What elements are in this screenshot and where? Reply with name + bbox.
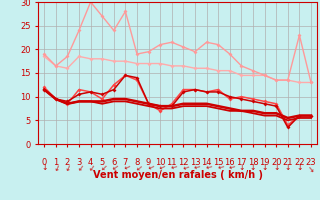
Text: ↓: ↓ [296, 163, 303, 172]
Text: ↓: ↓ [273, 163, 279, 172]
Text: ↓: ↓ [41, 163, 47, 172]
Text: ↓: ↓ [238, 163, 244, 172]
Text: ↓: ↓ [155, 163, 166, 173]
Text: ↓: ↓ [250, 163, 256, 172]
Text: ↓: ↓ [85, 163, 96, 174]
X-axis label: Vent moyen/en rafales ( km/h ): Vent moyen/en rafales ( km/h ) [92, 170, 263, 180]
Text: ↓: ↓ [167, 163, 177, 172]
Text: ↓: ↓ [178, 163, 189, 173]
Text: ↓: ↓ [63, 163, 72, 174]
Text: ↓: ↓ [132, 163, 142, 174]
Text: ↓: ↓ [306, 163, 316, 174]
Text: ↓: ↓ [261, 163, 268, 172]
Text: ↓: ↓ [201, 163, 212, 172]
Text: ↓: ↓ [97, 163, 108, 174]
Text: ↓: ↓ [284, 163, 291, 172]
Text: ↓: ↓ [108, 163, 119, 174]
Text: ↓: ↓ [51, 163, 60, 174]
Text: ↓: ↓ [190, 163, 200, 172]
Text: ↓: ↓ [120, 163, 131, 173]
Text: ↓: ↓ [143, 163, 154, 173]
Text: ↓: ↓ [74, 163, 84, 174]
Text: ↓: ↓ [213, 163, 223, 172]
Text: ↓: ↓ [225, 163, 235, 172]
